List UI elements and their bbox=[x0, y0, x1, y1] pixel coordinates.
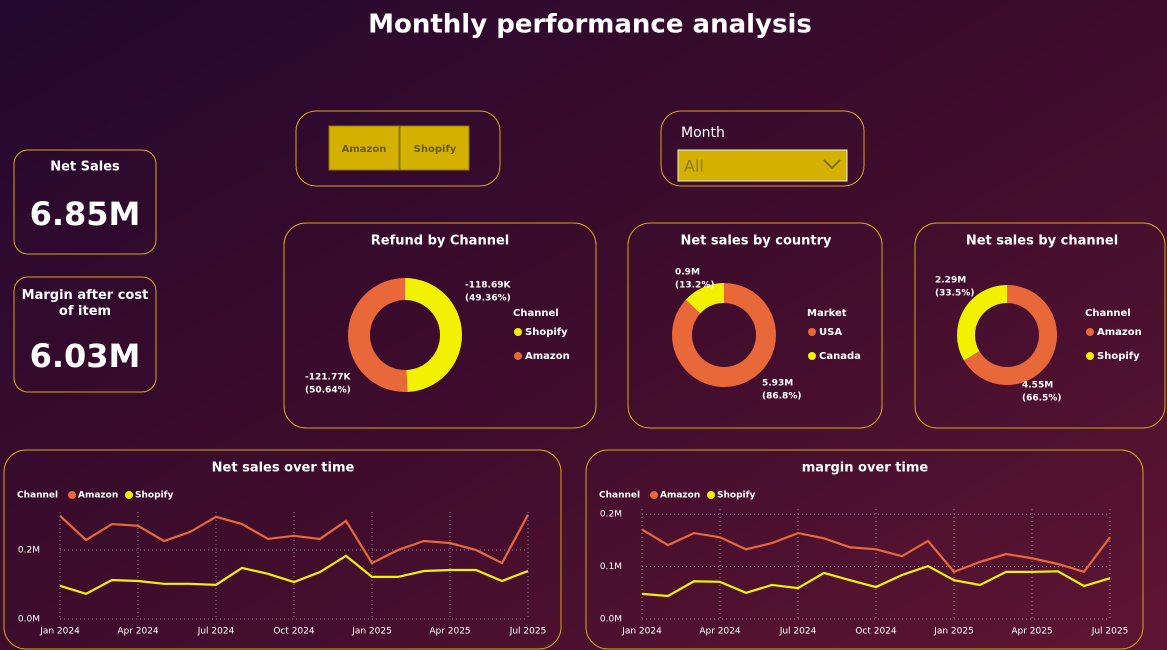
kpi-value: 6.85M bbox=[30, 195, 141, 233]
data-label-percent: (86.8%) bbox=[762, 392, 801, 402]
x-tick-label: Jan 2025 bbox=[933, 627, 974, 637]
data-label: 4.55M bbox=[1022, 381, 1053, 391]
data-label: -121.77K bbox=[305, 373, 351, 383]
chart-card bbox=[283, 222, 597, 429]
chart-title: margin over time bbox=[802, 461, 929, 476]
chart-title: Net sales by country bbox=[680, 234, 832, 249]
data-label: 0.9M bbox=[675, 268, 700, 278]
kpi-card bbox=[13, 276, 157, 393]
legend-title: Channel bbox=[513, 308, 559, 319]
chart-title: Net sales by channel bbox=[966, 234, 1118, 249]
line-series bbox=[59, 554, 529, 595]
legend-marker bbox=[1086, 352, 1094, 360]
legend-marker bbox=[808, 328, 816, 336]
legend-label: Shopify bbox=[1097, 351, 1140, 362]
legend-label: Amazon bbox=[525, 351, 570, 362]
month-label: Month bbox=[681, 125, 725, 141]
legend-marker bbox=[514, 328, 522, 336]
data-label: -118.69K bbox=[465, 281, 511, 291]
donut-segment bbox=[956, 285, 1007, 361]
y-tick-label: 0.0M bbox=[600, 615, 622, 625]
channel-button-label[interactable]: Shopify bbox=[414, 144, 457, 155]
legend-label: Shopify bbox=[717, 491, 756, 501]
x-tick-label: Apr 2025 bbox=[1011, 627, 1052, 637]
donut-segment bbox=[685, 283, 724, 314]
data-label-percent: (66.5%) bbox=[1022, 394, 1061, 404]
data-label-percent: (49.36%) bbox=[465, 294, 511, 304]
line-series bbox=[59, 514, 529, 565]
slicer-card bbox=[295, 110, 501, 187]
x-tick-label: Apr 2024 bbox=[117, 627, 159, 637]
x-tick-label: Jul 2024 bbox=[779, 627, 817, 637]
legend-title: Channel bbox=[1085, 308, 1131, 319]
x-tick-label: Apr 2024 bbox=[699, 627, 741, 637]
legend-label: Amazon bbox=[1097, 327, 1142, 338]
x-tick-label: Apr 2025 bbox=[429, 627, 470, 637]
line-series bbox=[641, 564, 1111, 598]
legend-marker bbox=[707, 491, 715, 499]
dropdown-arrow[interactable] bbox=[823, 159, 841, 170]
legend-marker bbox=[68, 491, 76, 499]
y-tick-label: 0.1M bbox=[600, 562, 622, 572]
legend-marker bbox=[514, 352, 522, 360]
y-tick-label: 0.2M bbox=[18, 545, 40, 555]
legend-marker bbox=[125, 491, 133, 499]
channel-button[interactable] bbox=[399, 125, 470, 171]
kpi-label: Margin after cost of item bbox=[22, 288, 149, 319]
legend-marker bbox=[1086, 328, 1094, 336]
channel-button[interactable] bbox=[328, 125, 400, 171]
legend-label: Amazon bbox=[78, 491, 118, 501]
chart-card bbox=[3, 449, 562, 650]
donut-segment bbox=[405, 278, 462, 392]
legend-label: Shopify bbox=[135, 491, 174, 501]
x-tick-label: Jan 2024 bbox=[621, 627, 662, 637]
donut-segment bbox=[672, 283, 777, 387]
slicer-card bbox=[660, 110, 865, 187]
legend-label: USA bbox=[819, 327, 842, 338]
month-selected[interactable]: All bbox=[684, 157, 704, 176]
month-dropdown[interactable] bbox=[677, 149, 848, 182]
chart-card bbox=[627, 222, 883, 429]
x-tick-label: Jan 2025 bbox=[351, 627, 392, 637]
legend-label: Canada bbox=[819, 351, 861, 362]
chart-title: Refund by Channel bbox=[371, 234, 509, 249]
y-tick-label: 0.2M bbox=[600, 510, 622, 520]
data-label: 2.29M bbox=[935, 276, 966, 286]
donut-segment bbox=[963, 285, 1057, 386]
x-tick-label: Oct 2024 bbox=[273, 627, 315, 637]
data-label-percent: (13.2%) bbox=[675, 281, 714, 291]
page-title: Monthly performance analysis bbox=[368, 10, 812, 40]
kpi-value: 6.03M bbox=[30, 337, 141, 375]
x-tick-label: Oct 2024 bbox=[855, 627, 897, 637]
x-tick-label: Jul 2024 bbox=[197, 627, 235, 637]
legend-title: Channel bbox=[599, 491, 640, 501]
donut-segment bbox=[347, 278, 408, 392]
legend-marker bbox=[650, 491, 658, 499]
channel-button-label[interactable]: Amazon bbox=[342, 144, 387, 155]
kpi-card bbox=[13, 149, 157, 255]
x-tick-label: Jul 2025 bbox=[509, 627, 547, 637]
y-tick-label: 0.0M bbox=[18, 615, 40, 625]
legend-marker bbox=[808, 352, 816, 360]
kpi-label: Net Sales bbox=[50, 160, 120, 175]
x-tick-label: Jul 2025 bbox=[1091, 627, 1129, 637]
chart-card bbox=[914, 222, 1166, 429]
chart-title: Net sales over time bbox=[212, 461, 355, 476]
legend-label: Amazon bbox=[660, 491, 700, 501]
data-label: 5.93M bbox=[762, 379, 793, 389]
legend-title: Market bbox=[807, 308, 847, 319]
line-series bbox=[641, 528, 1111, 574]
x-tick-label: Jan 2024 bbox=[39, 627, 80, 637]
legend-title: Channel bbox=[17, 491, 58, 501]
legend-label: Shopify bbox=[525, 327, 568, 338]
data-label-percent: (50.64%) bbox=[305, 386, 351, 396]
chart-card bbox=[585, 449, 1144, 650]
data-label-percent: (33.5%) bbox=[935, 289, 974, 299]
